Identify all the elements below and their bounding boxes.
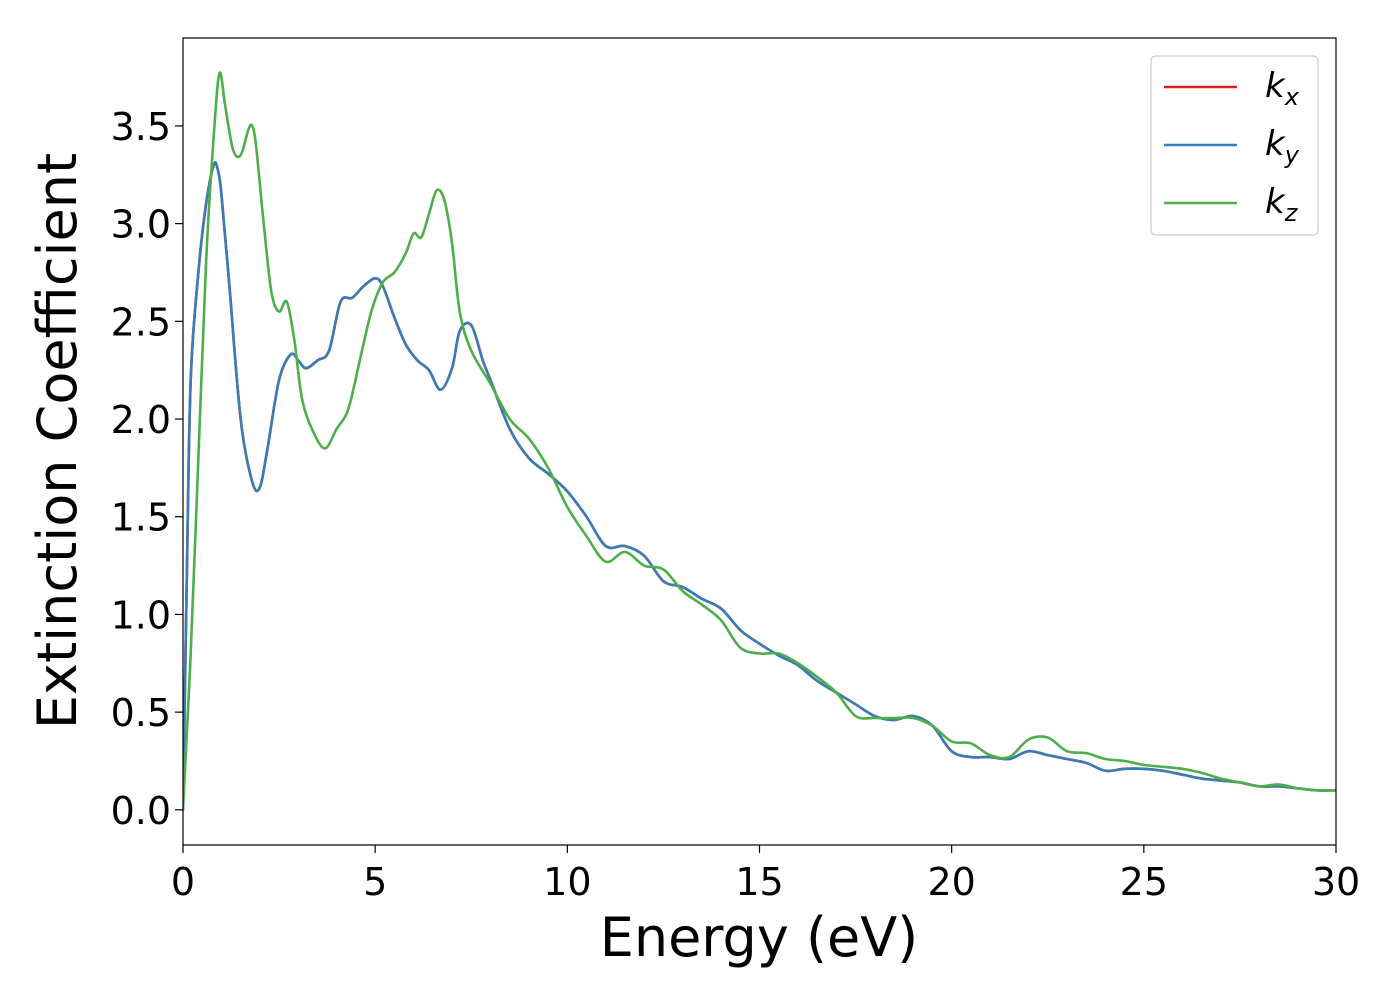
- y-tick-label: 2.5: [111, 300, 171, 344]
- series-layer: [183, 71, 1336, 812]
- series-line-y: [183, 161, 1336, 812]
- x-axis-label: Energy (eV): [600, 906, 919, 969]
- x-tick-label: 5: [363, 860, 387, 904]
- y-tick-label: 0.0: [111, 789, 171, 833]
- plot-area: [182, 37, 1337, 846]
- y-axis-ticks: 0.0 0.5 1.0 1.5 2.0 2.5 3.0 3.5: [111, 105, 183, 833]
- x-tick-label: 10: [543, 860, 591, 904]
- series-line-z: [183, 71, 1336, 812]
- x-tick-label: 0: [171, 860, 195, 904]
- y-tick-label: 3.0: [111, 203, 171, 247]
- y-tick-label: 0.5: [111, 691, 171, 735]
- x-tick-label: 25: [1120, 860, 1168, 904]
- y-tick-label: 3.5: [111, 105, 171, 149]
- y-tick-label: 2.0: [111, 398, 171, 442]
- x-tick-label: 30: [1312, 860, 1360, 904]
- x-tick-label: 15: [735, 860, 783, 904]
- y-tick-label: 1.5: [111, 496, 171, 540]
- x-axis-ticks: 0 5 10 15 20 25 30: [171, 845, 1360, 904]
- y-axis-label: Extinction Coefficient: [26, 153, 89, 729]
- x-tick-label: 20: [927, 860, 975, 904]
- y-tick-label: 1.0: [111, 593, 171, 637]
